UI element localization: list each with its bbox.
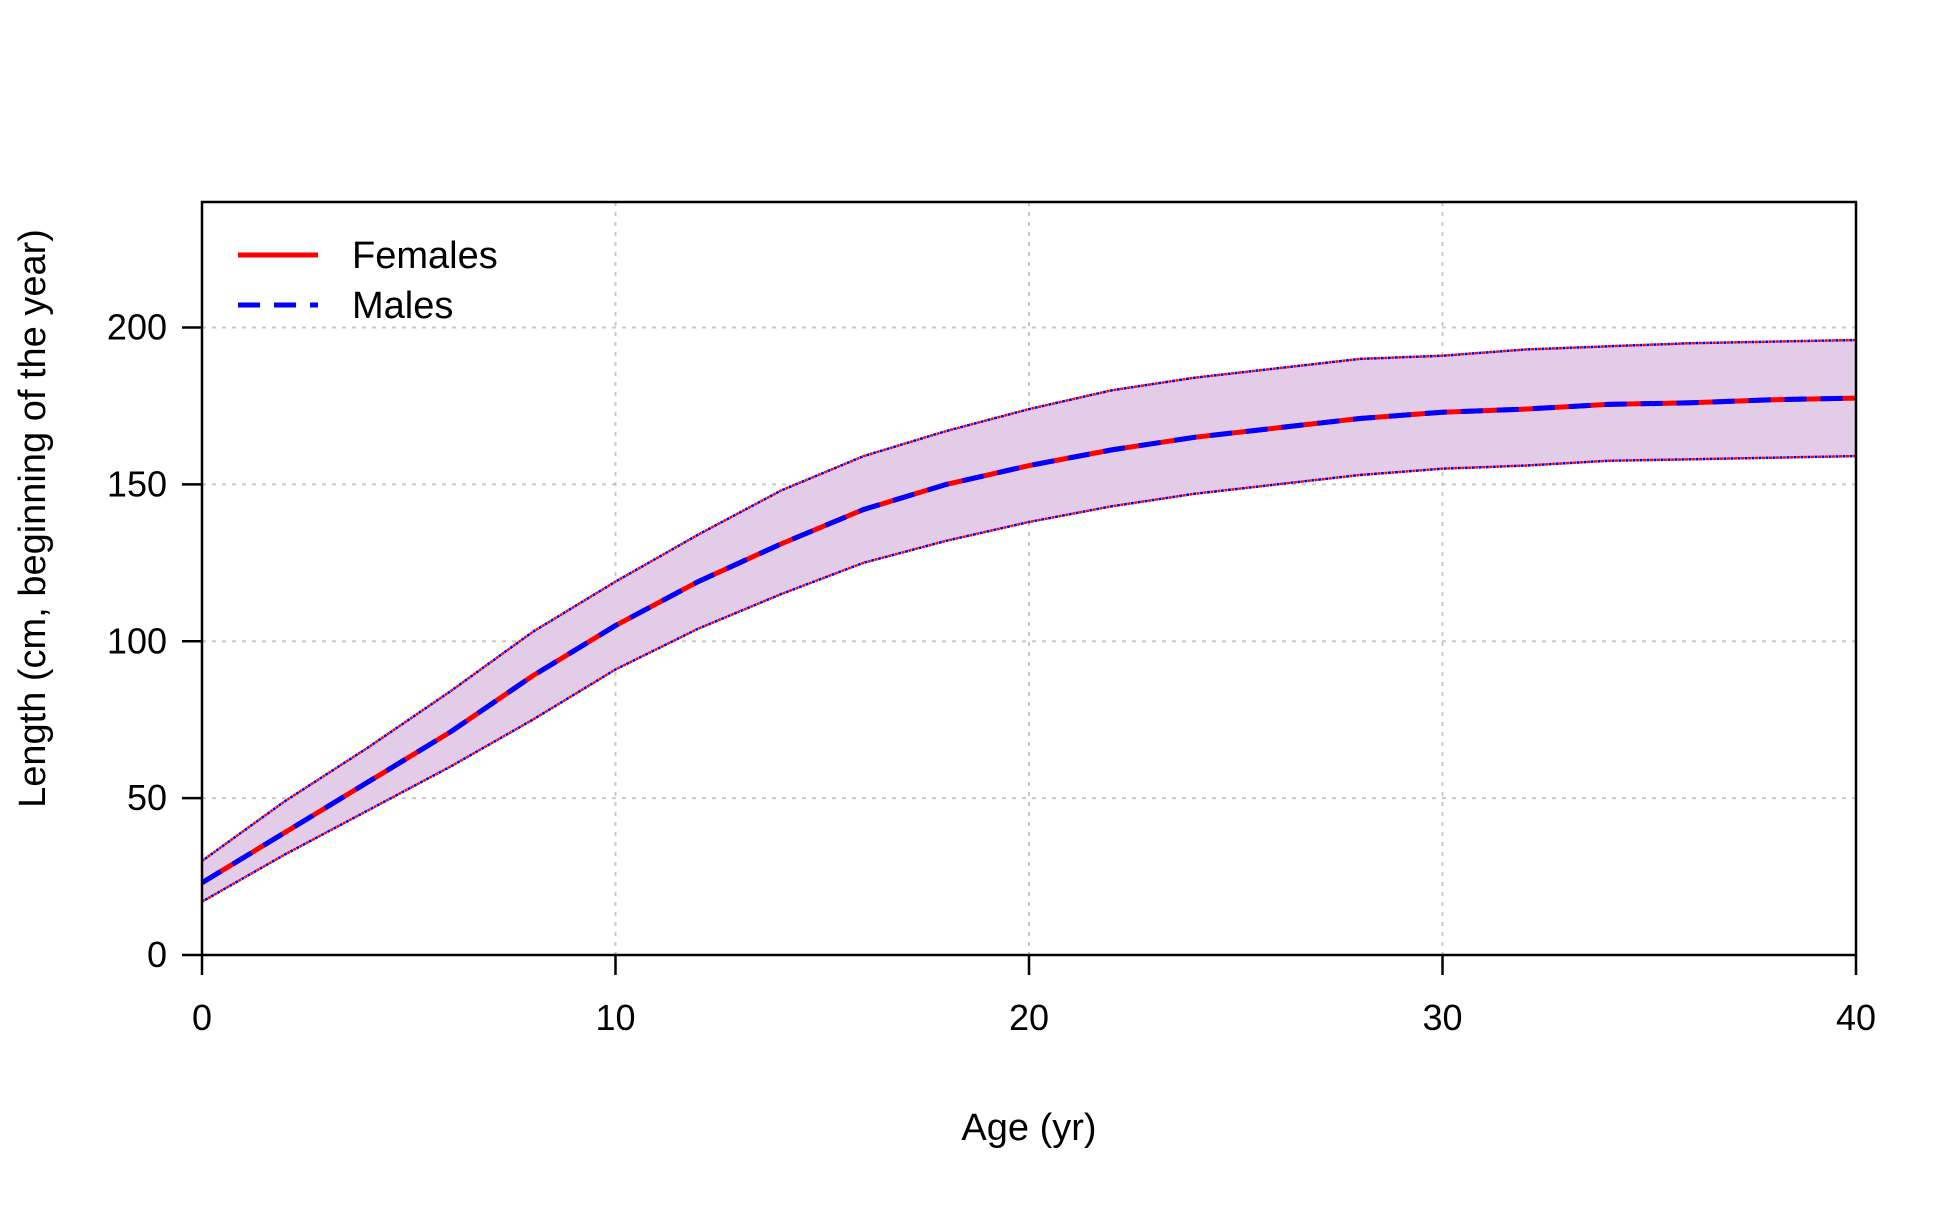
lower-bound-line-females	[201, 454, 1857, 903]
x-tick-label: 0	[192, 997, 212, 1038]
x-axis-title: Age (yr)	[961, 1107, 1096, 1149]
x-tick-label: 30	[1422, 997, 1462, 1038]
y-tick-label: 0	[147, 934, 167, 975]
y-tick-label: 100	[107, 620, 167, 661]
x-tick-label: 10	[595, 997, 635, 1038]
upper-bound-line-females	[201, 338, 1857, 862]
y-tick-label: 150	[107, 463, 167, 504]
legend-label-females: Females	[352, 235, 498, 277]
series-line-males	[200, 395, 1857, 885]
confidence-band	[202, 340, 1856, 902]
legend: Females Males	[238, 235, 498, 327]
upper-bound-line-males	[201, 338, 1857, 862]
x-tick-label: 20	[1009, 997, 1049, 1038]
legend-label-males: Males	[352, 285, 453, 327]
x-tick-label: 40	[1836, 997, 1876, 1038]
y-axis-title: Length (cm, beginning of the year)	[12, 229, 54, 808]
y-tick-label: 200	[107, 307, 167, 348]
lower-bound-line-males	[201, 454, 1857, 903]
y-tick-label: 50	[127, 777, 167, 818]
